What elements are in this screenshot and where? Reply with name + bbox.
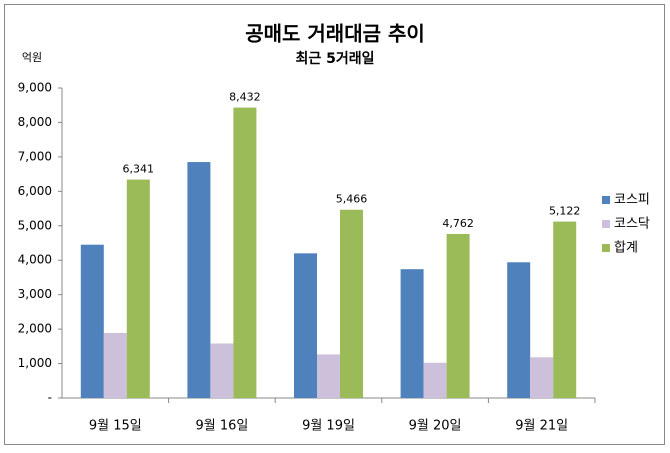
bar [530,357,554,398]
y-tick-label: 4,000 [18,253,52,267]
bar [317,354,340,398]
y-tick-label: 9,000 [18,81,52,95]
y-axis-label: 억원 [22,51,42,64]
bar [294,253,317,398]
bar [80,244,104,398]
x-tick-label: 9월 19일 [302,419,355,434]
y-tick-label: 8,000 [18,115,52,129]
y-tick-label: 5,000 [18,218,52,232]
x-tick-label: 9월 15일 [89,419,142,434]
bar [340,209,363,398]
legend-swatch [602,196,610,204]
bar [233,107,257,398]
legend-swatch [602,220,610,228]
data-label: 4,762 [442,217,474,230]
legend-label: 합계 [614,241,638,256]
bar [103,332,127,398]
y-tick-label: 7,000 [18,149,52,163]
x-tick-label: 9월 16일 [195,419,248,434]
data-label: 6,341 [123,163,155,176]
data-label: 5,466 [336,193,368,206]
bar [126,179,150,398]
bar [400,269,424,398]
y-tick-label: 3,000 [18,287,52,301]
data-label: 8,432 [229,91,261,104]
x-tick-label: 9월 21일 [515,419,568,434]
chart-subtitle: 최근 5거래일 [295,51,374,67]
bar [553,221,577,398]
bar [423,362,447,398]
y-tick-label: 2,000 [18,322,52,336]
data-label: 5,122 [549,205,581,218]
bar [187,162,211,398]
y-tick-label: - [48,391,52,405]
x-tick-label: 9월 20일 [409,419,462,434]
bar [210,343,234,398]
legend-swatch [602,244,610,252]
chart-title: 공매도 거래대금 추이 [245,22,425,46]
bar [507,262,531,398]
y-tick-label: 6,000 [18,184,52,198]
legend-label: 코스피 [614,193,650,208]
y-tick-label: 1,000 [18,356,52,370]
legend-label: 코스닥 [614,217,650,232]
bar [446,233,470,398]
